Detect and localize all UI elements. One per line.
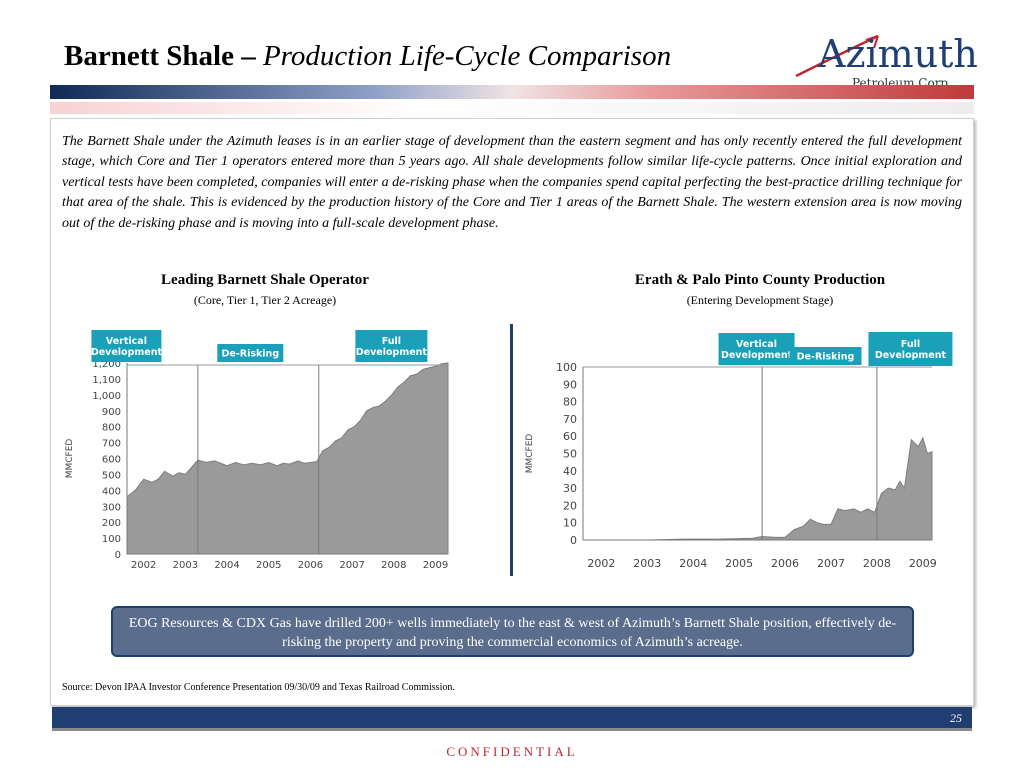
logo-wordmark: Azimuth [818, 32, 978, 76]
x-tick-label: 2004 [679, 557, 707, 570]
x-tick-label: 2006 [771, 557, 799, 570]
phase-label-text: De-Risking [221, 349, 279, 360]
y-tick-label: 600 [102, 455, 121, 466]
eog-note-box: EOG Resources & CDX Gas have drilled 200… [111, 606, 914, 657]
y-tick-label: 200 [102, 518, 121, 529]
phase-label-text: Development [875, 350, 947, 361]
confidential-label: CONFIDENTIAL [446, 744, 578, 759]
chart-divider [510, 324, 513, 576]
y-tick-label: 90 [563, 378, 577, 391]
source-line: Source: Devon IPAA Investor Conference P… [62, 682, 455, 693]
y-tick-label: 900 [102, 407, 121, 418]
page-number: 25 [950, 711, 962, 725]
y-tick-label: 0 [115, 550, 121, 561]
y-tick-label: 1,100 [92, 375, 121, 386]
x-tick-label: 2005 [725, 557, 753, 570]
x-tick-label: 2007 [339, 560, 364, 571]
x-tick-label: 2009 [423, 560, 448, 571]
phase-label-box [868, 332, 953, 366]
y-tick-label: 70 [563, 413, 577, 426]
x-tick-label: 2009 [909, 557, 937, 570]
left-production-chart: 0 100 200 300 400 500 600 700 800 900 1,000 1,100 1,… [65, 330, 449, 571]
y-tick-label: 800 [102, 423, 121, 434]
y-tick-label: 700 [102, 439, 121, 450]
logo-swoosh-icon [795, 34, 879, 78]
y-tick-label: 30 [563, 482, 577, 495]
header-gradient-bar-secondary [50, 102, 974, 114]
x-tick-label: 2008 [863, 557, 891, 570]
y-tick-label: 1,200 [92, 359, 121, 370]
x-tick-label: 2007 [817, 557, 845, 570]
x-tick-label: 2004 [214, 560, 239, 571]
slide-title: Barnett Shale – Production Life-Cycle Co… [64, 40, 671, 73]
phase-label-box [91, 330, 162, 362]
y-tick-label: 400 [102, 486, 121, 497]
y-tick-label: 0 [570, 534, 577, 547]
y-tick-label: 300 [102, 502, 121, 513]
y-tick-label: 60 [563, 430, 577, 443]
title-italic: Production Life-Cycle Comparison [262, 40, 672, 72]
phase-label-text: Development [91, 347, 163, 358]
phase-label-box [355, 330, 428, 362]
production-area [126, 362, 449, 555]
phase-label-text: Development [721, 350, 793, 361]
y-axis-label: MMCFED [65, 439, 75, 479]
right-chart-subtitle: (Entering Development Stage) [686, 293, 834, 307]
intro-paragraph: The Barnett Shale under the Azimuth leas… [62, 134, 962, 231]
phase-label-text: Vertical [736, 339, 777, 350]
y-tick-label: 1,000 [92, 391, 121, 402]
y-tick-label: 50 [563, 448, 577, 461]
y-tick-label: 40 [563, 465, 577, 478]
left-chart-title: Leading Barnett Shale Operator [161, 272, 369, 288]
phase-label-text: Vertical [106, 336, 147, 347]
phase-label-text: Development [356, 347, 428, 358]
x-tick-label: 2006 [298, 560, 323, 571]
phase-label-text: De-Risking [797, 352, 855, 363]
phase-label-text: Full [901, 339, 920, 350]
left-chart-subtitle: (Core, Tier 1, Tier 2 Acreage) [193, 293, 337, 307]
y-tick-label: 100 [556, 361, 577, 374]
phase-label-box [217, 344, 284, 362]
y-axis-label: MMCFED [525, 434, 535, 474]
y-tick-label: 100 [102, 534, 121, 545]
y-tick-label: 20 [563, 499, 577, 512]
x-tick-label: 2003 [633, 557, 661, 570]
footer-bar: 25 [52, 707, 972, 731]
header-gradient-bar [50, 85, 974, 99]
azimuth-logo: Azimuth Petroleum Corp. [792, 18, 992, 98]
production-area [583, 436, 933, 541]
phase-label-box [718, 333, 795, 365]
phase-label-box [789, 347, 862, 365]
right-production-chart: 0 10 20 30 40 50 60 70 80 90 100 2002 2003 2004 2005 20… [525, 332, 953, 570]
x-tick-label: 2002 [131, 560, 156, 571]
x-tick-label: 2005 [256, 560, 281, 571]
y-tick-label: 10 [563, 517, 577, 530]
title-bold: Barnett Shale – [64, 40, 256, 72]
x-tick-label: 2003 [173, 560, 198, 571]
x-tick-label: 2002 [587, 557, 615, 570]
y-tick-label: 80 [563, 396, 577, 409]
y-tick-label: 500 [102, 470, 121, 481]
right-chart-title: Erath & Palo Pinto County Production [634, 272, 886, 288]
x-tick-label: 2008 [381, 560, 406, 571]
phase-label-text: Full [382, 336, 401, 347]
